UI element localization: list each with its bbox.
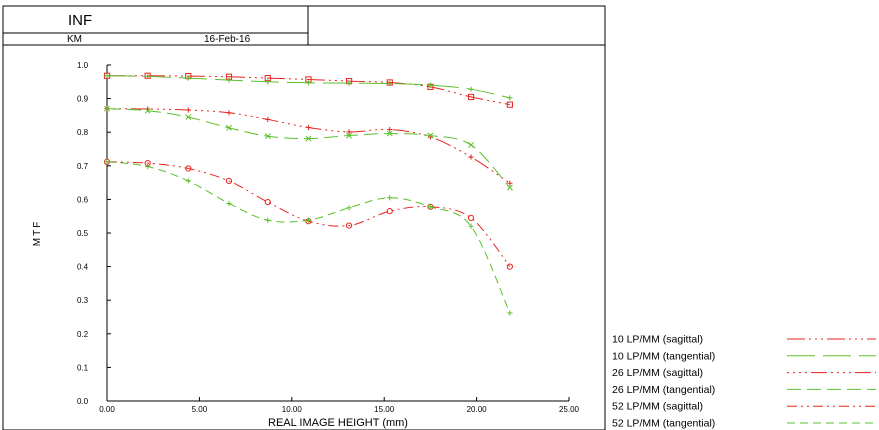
series-3 (104, 106, 513, 186)
data-point (264, 133, 271, 140)
legend-label: 10 LP/MM (tangential) (612, 350, 715, 362)
data-point (265, 116, 271, 123)
data-point (265, 217, 271, 223)
data-point (467, 214, 475, 221)
data-point (225, 177, 233, 185)
x-tick-label: 0.00 (99, 405, 115, 414)
data-point (226, 200, 232, 207)
y-tick-label: 0.9 (77, 95, 89, 104)
legend-label: 26 LP/MM (sagittal) (612, 367, 703, 379)
x-tick-label: 10.00 (282, 405, 303, 414)
data-point (305, 135, 312, 142)
y-axis-title: MTF (32, 220, 43, 247)
data-point (305, 124, 312, 131)
series-2 (104, 73, 513, 101)
data-point (145, 73, 151, 80)
data-point (265, 79, 271, 85)
data-point (346, 205, 352, 211)
chart-axes (106, 65, 569, 402)
data-point (144, 107, 151, 114)
y-tick-label: 0.2 (77, 330, 89, 339)
y-tick-label: 0.5 (77, 229, 89, 238)
series-line (106, 108, 511, 184)
series-line (106, 161, 511, 267)
y-tick-label: 0.7 (77, 162, 89, 171)
data-point (226, 124, 232, 131)
data-point (427, 82, 433, 88)
legend-label: 10 LP/MM (sagittal) (612, 334, 703, 346)
data-point (468, 142, 475, 148)
data-point (387, 126, 393, 133)
legend-label: 26 LP/MM (tangential) (612, 384, 715, 396)
legend-label: 52 LP/MM (tangential) (612, 418, 715, 430)
author-label: KM (67, 34, 82, 45)
data-point (506, 263, 513, 270)
data-point (467, 93, 475, 101)
data-point (387, 80, 393, 87)
data-point (427, 204, 433, 210)
data-point (305, 80, 312, 86)
data-point (427, 132, 434, 139)
date-label: 16-Feb-16 (204, 34, 251, 45)
header-box: INF KM 16-Feb-16 (2, 5, 606, 430)
x-tick-label: 20.00 (467, 405, 488, 414)
data-point (387, 195, 393, 201)
series-4 (104, 105, 513, 191)
data-point (185, 178, 191, 184)
x-axis-title: REAL IMAGE HEIGHT (mm) (268, 417, 408, 429)
series-line (106, 108, 511, 188)
x-tick-label: 5.00 (192, 405, 208, 414)
data-point (468, 86, 474, 92)
y-ticks: 0.0 0.1 0.2 0.3 0.4 0.5 0.6 0.7 0.8 0.9 1.0 (77, 61, 111, 406)
series-1 (103, 72, 513, 108)
data-point (507, 180, 513, 186)
data-point (386, 208, 393, 215)
series-line (106, 161, 511, 314)
condition-label: INF (68, 12, 92, 29)
legend: 10 LP/MM (sagittal) 10 LP/MM (tangential)… (612, 334, 876, 430)
data-point (346, 132, 353, 139)
data-point (145, 163, 151, 170)
data-point (104, 73, 110, 79)
data-point (104, 105, 110, 112)
data-point (506, 184, 513, 191)
data-point (345, 222, 353, 229)
data-point (506, 101, 513, 108)
x-tick-label: 15.00 (374, 405, 395, 414)
data-point (226, 110, 232, 116)
data-point (305, 217, 312, 223)
data-point (185, 75, 191, 81)
series-6 (104, 159, 513, 316)
data-point (104, 159, 110, 165)
data-point (185, 107, 191, 113)
y-tick-label: 0.1 (77, 363, 89, 372)
data-point (507, 310, 513, 316)
data-point (346, 80, 352, 86)
legend-label: 52 LP/MM (sagittal) (612, 401, 703, 413)
data-point (468, 223, 474, 229)
data-point (468, 154, 474, 160)
x-tick-label: 25.00 (559, 405, 580, 414)
data-point (346, 129, 352, 135)
y-tick-label: 0.3 (77, 296, 89, 305)
y-tick-label: 0.4 (77, 263, 89, 272)
y-tick-label: 1.0 (77, 61, 89, 70)
data-point (264, 198, 271, 206)
y-tick-label: 0.0 (77, 397, 89, 406)
y-tick-label: 0.6 (77, 195, 89, 204)
series-line (106, 75, 510, 106)
data-point (185, 165, 192, 172)
data-point (507, 95, 513, 101)
y-tick-label: 0.8 (77, 128, 89, 137)
data-point (185, 114, 192, 121)
series-5 (103, 158, 513, 270)
data-point (386, 130, 393, 137)
x-ticks: 0.00 5.00 10.00 15.00 20.00 25.00 (99, 397, 580, 414)
plot-area (103, 72, 513, 316)
data-point (226, 77, 232, 83)
